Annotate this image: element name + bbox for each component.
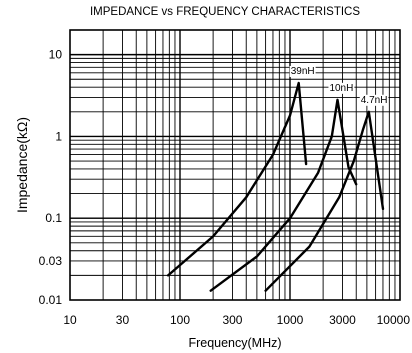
series-label-background <box>289 65 316 77</box>
y-tick-label: 10 <box>49 48 63 62</box>
series-group <box>166 81 385 292</box>
x-tick-label: 100 <box>170 313 190 327</box>
series-line-10nH <box>209 98 358 292</box>
y-tick-label: 0.03 <box>39 254 63 268</box>
series-label-background <box>328 82 355 94</box>
x-tick-labels: 10 30 100 300 1000 3000 10000 <box>63 313 410 327</box>
series-label: 39nH <box>291 66 315 77</box>
series-label: 4.7nH <box>361 95 388 106</box>
plot-frame <box>69 29 401 301</box>
y-tick-label: 1 <box>55 129 62 143</box>
x-tick-label: 10 <box>63 313 77 327</box>
x-tick-label: 10000 <box>377 313 411 327</box>
series-labels: 39nH 10nH 4.7nH <box>289 65 389 106</box>
series-line-39nH <box>166 81 308 277</box>
series-label: 10nH <box>329 83 353 94</box>
x-tick-label: 3000 <box>329 313 356 327</box>
x-tick-label: 1000 <box>277 313 304 327</box>
x-axis-label: Frequency(MHz) <box>188 336 281 350</box>
series-line-4.7nH <box>264 110 385 292</box>
y-axis-label: Impedance(kΩ) <box>14 117 30 213</box>
series-label-background <box>359 94 389 106</box>
y-tick-label: 0.01 <box>39 293 63 307</box>
y-tick-label: 0.1 <box>45 211 62 225</box>
y-tick-labels: 10 1 0.1 0.03 0.01 <box>39 48 63 307</box>
chart-title: IMPEDANCE vs FREQUENCY CHARACTERISTICS <box>90 6 360 18</box>
grid <box>70 30 400 300</box>
x-tick-label: 30 <box>116 313 130 327</box>
x-tick-label: 300 <box>222 313 242 327</box>
